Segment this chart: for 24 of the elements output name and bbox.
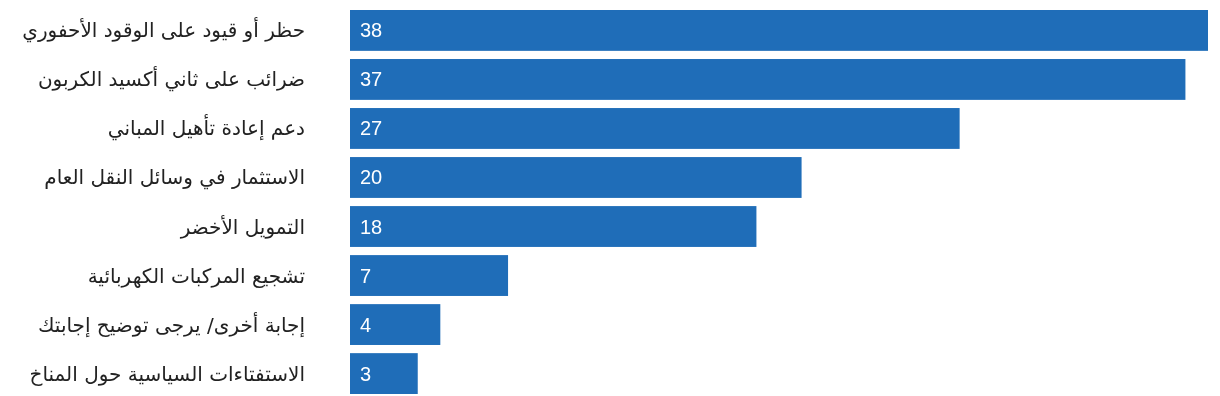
- y-tick-label: ضرائب على ثاني أكسيد الكربون: [37, 66, 305, 93]
- bar: [350, 353, 418, 394]
- bar: [350, 59, 1186, 100]
- y-tick-label: الاستفتاءات السياسية حول المناخ: [29, 361, 305, 386]
- data-label: 18: [360, 215, 383, 238]
- data-label: 3: [360, 362, 372, 385]
- y-tick-label: إجابة أخرى/ يرجى توضيح إجابتك: [37, 311, 305, 338]
- bar: [350, 304, 441, 345]
- data-label: 37: [360, 68, 383, 91]
- data-label: 4: [360, 313, 372, 336]
- data-label: 7: [360, 264, 372, 287]
- y-tick-label: حظر أو قيود على الوقود الأحفوري: [22, 17, 305, 44]
- bar: [350, 108, 960, 149]
- data-label: 20: [360, 166, 383, 189]
- y-tick-label: دعم إعادة تأهيل المباني: [107, 114, 305, 142]
- data-label: 27: [360, 117, 383, 140]
- bar: [350, 255, 509, 296]
- y-tick-label: تشجيع المركبات الكهربائية: [87, 263, 305, 288]
- y-tick-label: التمويل الأخضر: [179, 214, 305, 239]
- bar: [350, 10, 1208, 51]
- bar: [350, 206, 757, 247]
- y-tick-label: الاستثمار في وسائل النقل العام: [44, 165, 305, 191]
- data-label: 38: [360, 19, 383, 42]
- bar: [350, 157, 802, 198]
